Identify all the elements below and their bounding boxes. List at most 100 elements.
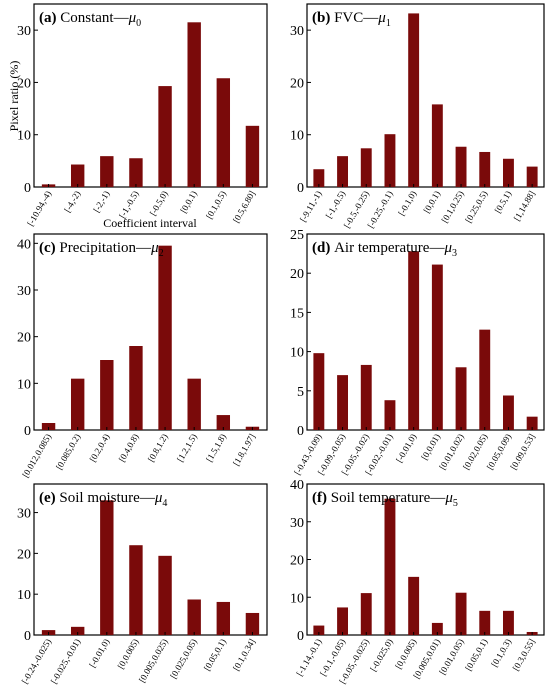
panel-title: (a) Constant—μ0 bbox=[39, 10, 141, 29]
y-tick-label: 0 bbox=[24, 181, 31, 196]
y-tick-label: 15 bbox=[290, 306, 304, 321]
x-tick-label: [0,0.01) bbox=[419, 432, 442, 462]
x-tick-label: [-4,-2) bbox=[62, 189, 82, 214]
bar bbox=[216, 601, 231, 635]
y-tick-label: 0 bbox=[297, 629, 304, 644]
bar bbox=[313, 625, 325, 635]
x-tick-label: [-0.01,0) bbox=[394, 432, 418, 464]
y-tick-label: 0 bbox=[24, 424, 31, 439]
x-tick-label: [-0.5,0) bbox=[148, 189, 170, 217]
bar bbox=[70, 164, 85, 187]
x-tick-label: [0.085,0.2) bbox=[54, 432, 83, 471]
x-tick-label: [0.8,1.2) bbox=[146, 432, 170, 464]
x-tick-label: [1,14.88] bbox=[512, 189, 537, 223]
y-tick-label: 30 bbox=[17, 507, 31, 522]
panel-title: (d) Air temperature—μ3 bbox=[312, 240, 457, 259]
bar bbox=[216, 78, 231, 187]
bar bbox=[337, 607, 349, 635]
plot-frame bbox=[33, 483, 268, 636]
y-tick-label: 20 bbox=[17, 547, 31, 562]
panel-title: (f) Soil temperature—μ5 bbox=[312, 490, 458, 509]
x-tick-label: [-0.025,-0.01) bbox=[49, 637, 83, 685]
bar bbox=[337, 375, 349, 430]
y-tick-label: 5 bbox=[297, 385, 304, 400]
bar bbox=[129, 545, 143, 635]
x-tick-label: [-0.1,0) bbox=[396, 189, 418, 217]
plot-frame bbox=[306, 233, 545, 431]
y-tick-label: 40 bbox=[17, 237, 31, 252]
bar bbox=[70, 626, 85, 635]
bar bbox=[526, 166, 538, 187]
y-tick-label: 30 bbox=[290, 516, 304, 531]
x-tick-label: [0,0.005) bbox=[393, 637, 418, 671]
bar bbox=[408, 251, 420, 430]
y-axis-title: Pixel ratio (%) bbox=[7, 61, 21, 132]
bar bbox=[479, 329, 491, 430]
y-tick-label: 20 bbox=[290, 76, 304, 91]
x-tick-label: [0,0.005) bbox=[116, 637, 141, 671]
bar bbox=[526, 416, 538, 430]
x-axis-title: Coefficient interval bbox=[103, 216, 197, 230]
bar bbox=[360, 364, 372, 430]
bar bbox=[502, 395, 514, 430]
x-tick-label: [0.5,6.80] bbox=[231, 189, 257, 225]
x-tick-label: [-1,-0.5) bbox=[324, 189, 348, 220]
x-tick-label: [0,0.1) bbox=[421, 189, 442, 215]
bar bbox=[384, 134, 396, 187]
bar bbox=[158, 86, 172, 187]
bar bbox=[360, 593, 372, 635]
bar bbox=[337, 156, 349, 187]
y-tick-label: 30 bbox=[290, 24, 304, 39]
bar bbox=[100, 156, 114, 187]
bar bbox=[384, 498, 396, 635]
x-tick-label: [0.012,0.085) bbox=[20, 432, 53, 479]
bar bbox=[455, 592, 467, 635]
x-tick-label: [0.4,0.8) bbox=[117, 432, 141, 464]
bar bbox=[479, 151, 491, 187]
bar bbox=[384, 400, 396, 430]
bar bbox=[129, 158, 143, 187]
bar bbox=[455, 367, 467, 430]
y-tick-label: 10 bbox=[290, 129, 304, 144]
bar bbox=[100, 500, 114, 635]
y-tick-label: 0 bbox=[297, 181, 304, 196]
y-tick-label: 0 bbox=[24, 629, 31, 644]
y-tick-label: 20 bbox=[17, 331, 31, 346]
bar bbox=[408, 576, 420, 635]
bar bbox=[187, 378, 201, 430]
x-tick-label: [0,0.1) bbox=[178, 189, 199, 215]
chart-panel: 0 10 20 30 40 [0.012,0.085) [0.085,0.2) [0.2,0.… bbox=[17, 233, 268, 479]
bar bbox=[455, 146, 467, 187]
x-tick-label: [0.025,0.05) bbox=[168, 637, 199, 680]
bar bbox=[408, 13, 420, 188]
x-tick-label: [0.25,0.5) bbox=[463, 189, 489, 225]
bar bbox=[360, 148, 372, 187]
x-tick-label: [-0.24,-0.025) bbox=[20, 637, 54, 685]
bar bbox=[502, 610, 514, 635]
bar bbox=[41, 423, 56, 430]
chart-panel: 0 10 20 30 [-0.24,-0.025)[-0.025,-0.01) [-0.0… bbox=[17, 483, 268, 685]
x-tick-label: [1.5,1.8) bbox=[204, 432, 228, 464]
bar bbox=[431, 264, 443, 430]
bar bbox=[313, 169, 325, 187]
y-tick-label: 20 bbox=[17, 76, 31, 91]
y-tick-label: 25 bbox=[290, 228, 304, 243]
y-tick-label: 10 bbox=[17, 588, 31, 603]
x-tick-label: [1.8,1.97] bbox=[231, 432, 257, 468]
panel-title: (b) FVC—μ1 bbox=[312, 10, 391, 29]
x-tick-label: [0.05,0.1) bbox=[463, 637, 489, 673]
bar bbox=[479, 610, 491, 635]
panel-title: (c) Precipitation—μ2 bbox=[39, 240, 164, 259]
plot-frame bbox=[33, 3, 268, 188]
y-tick-label: 10 bbox=[17, 129, 31, 144]
x-tick-label: [-0.01,0) bbox=[87, 637, 111, 669]
bar bbox=[187, 22, 201, 187]
plot-frame bbox=[306, 3, 545, 188]
x-tick-label: [0.1,0.25) bbox=[439, 189, 465, 225]
bar bbox=[245, 612, 260, 635]
y-tick-label: 40 bbox=[290, 478, 304, 493]
bar bbox=[431, 622, 443, 635]
x-tick-label: [0.05,0.1) bbox=[202, 637, 228, 673]
plot-frame bbox=[33, 233, 268, 431]
